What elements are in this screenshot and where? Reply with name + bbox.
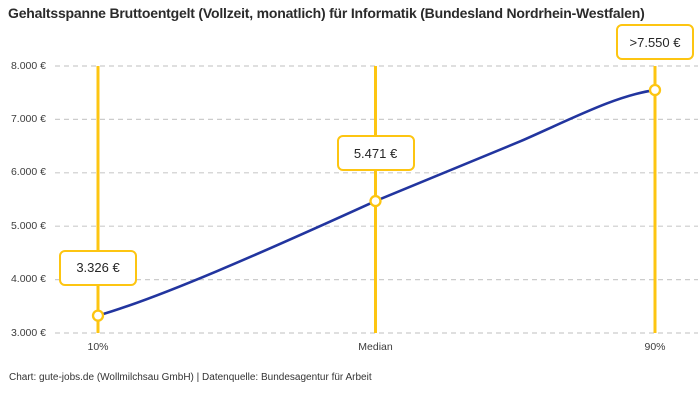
value-label-median: 5.471 € xyxy=(336,135,415,172)
data-point-marker-icon xyxy=(648,83,662,97)
y-tick-3000: 3.000 € xyxy=(10,326,46,339)
y-tick-8000: 8.000 € xyxy=(10,59,46,72)
salary-line xyxy=(96,88,657,317)
y-tick-7000: 7.000 € xyxy=(10,112,46,125)
x-tick-90pct: 90% xyxy=(644,341,666,353)
x-tick-10pct: 10% xyxy=(87,341,109,353)
y-tick-4000: 4.000 € xyxy=(10,273,46,286)
x-tick-median: Median xyxy=(358,341,393,353)
attribution-text: Chart: gute-jobs.de (Wollmilchsau GmbH) … xyxy=(9,372,372,383)
data-point-marker-icon xyxy=(369,194,382,208)
chart-title: Gehaltsspanne Bruttoentgelt (Vollzeit, m… xyxy=(8,5,645,21)
y-tick-6000: 6.000 € xyxy=(10,166,46,179)
value-label-90pct: >7.550 € xyxy=(616,24,694,61)
data-point-marker-icon xyxy=(91,309,105,322)
y-tick-5000: 5.000 € xyxy=(10,219,46,232)
value-label-10pct: 3.326 € xyxy=(59,249,137,286)
